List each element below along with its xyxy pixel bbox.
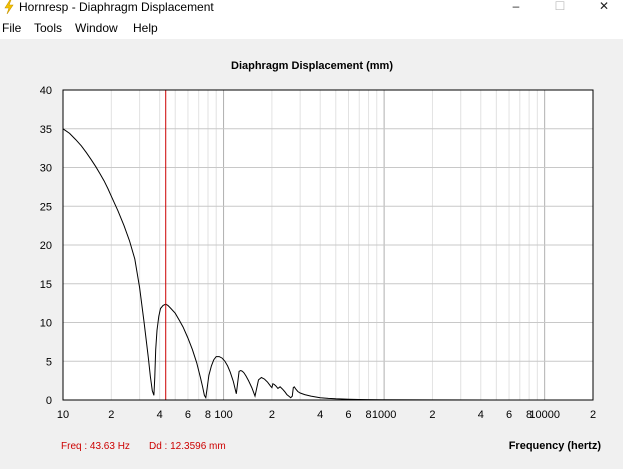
x-tick-label: 10000: [529, 409, 560, 421]
menu-bar: File Tools Window Help: [0, 17, 623, 39]
title-bar[interactable]: Hornresp - Diaphragm Displacement – ☐ ✕: [0, 0, 623, 17]
x-tick-label: 6: [185, 409, 191, 421]
y-tick-label: 25: [40, 201, 52, 213]
x-tick-label: 6: [345, 409, 351, 421]
x-tick-label: 100: [214, 409, 232, 421]
close-button[interactable]: ✕: [598, 0, 610, 13]
menu-window[interactable]: Window: [75, 21, 118, 35]
lightning-bolt-icon: [4, 0, 14, 14]
y-tick-label: 15: [40, 279, 52, 291]
x-tick-label: 8: [205, 409, 211, 421]
plot-area[interactable]: Diaphragm Displacement (mm) 0 5 10 15 20 25 30…: [0, 39, 623, 464]
y-tick-labels: 0 5 10 15 20 25 30 35 40: [40, 85, 52, 407]
y-tick-label: 5: [46, 356, 52, 368]
plot-border: [62, 89, 594, 401]
x-axis-label: Frequency (hertz): [509, 440, 602, 452]
x-tick-label: 2: [590, 409, 596, 421]
x-tick-label: 4: [317, 409, 323, 421]
y-tick-label: 30: [40, 163, 52, 175]
minimize-button[interactable]: –: [512, 0, 520, 13]
menu-tools[interactable]: Tools: [34, 21, 63, 35]
window-title: Hornresp - Diaphragm Displacement: [19, 0, 214, 14]
y-tick-label: 40: [40, 85, 52, 97]
x-tick-label: 6: [506, 409, 512, 421]
status-displacement: Dd : 12.3596 mm: [149, 441, 226, 452]
x-tick-label: 8: [365, 409, 371, 421]
x-tick-label: 8: [526, 409, 532, 421]
x-tick-label: 4: [157, 409, 163, 421]
x-tick-label: 2: [429, 409, 435, 421]
x-tick-label: 2: [269, 409, 275, 421]
chart-title: Diaphragm Displacement (mm): [231, 60, 393, 72]
x-tick-label: 1000: [372, 409, 396, 421]
menu-file[interactable]: File: [2, 21, 22, 35]
y-tick-label: 10: [40, 318, 52, 330]
displacement-curve: [62, 128, 593, 401]
y-tick-label: 35: [40, 124, 52, 136]
y-tick-label: 0: [46, 395, 52, 407]
status-frequency: Freq : 43.63 Hz: [61, 441, 130, 452]
x-tick-label: 10: [57, 409, 69, 421]
y-tick-label: 20: [40, 240, 52, 252]
x-tick-label: 4: [478, 409, 484, 421]
x-tick-label: 2: [108, 409, 114, 421]
displacement-chart[interactable]: Diaphragm Displacement (mm) 0 5 10 15 20 25 30…: [0, 39, 623, 464]
maximize-button[interactable]: ☐: [554, 0, 566, 13]
menu-help[interactable]: Help: [133, 21, 158, 35]
